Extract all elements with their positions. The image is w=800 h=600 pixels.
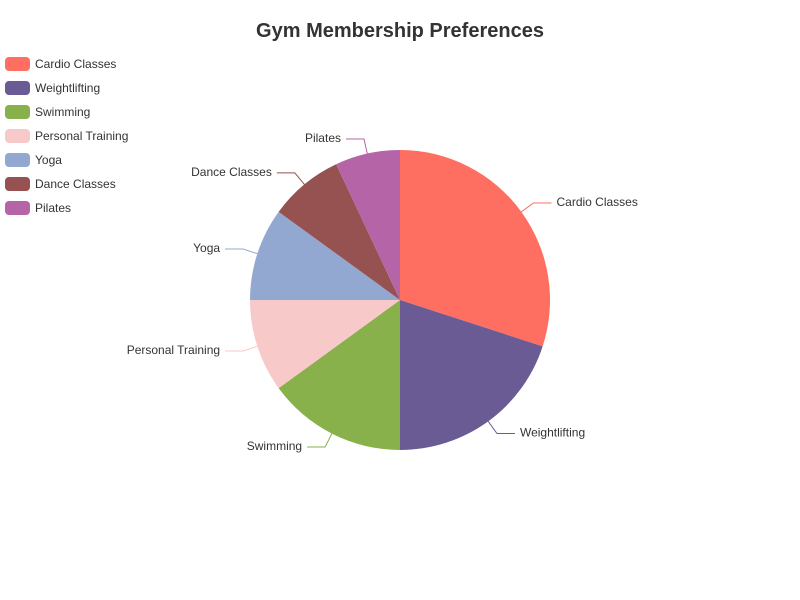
legend-label: Personal Training: [35, 129, 129, 143]
legend-swatch: [5, 129, 30, 143]
pie-labels: Cardio Classes Weightlifting Swimming Perso…: [127, 131, 638, 453]
legend-swatch: [5, 153, 30, 167]
pie-label-dance-classes: Dance Classes: [191, 165, 272, 179]
pie-slice-personal-training[interactable]: [250, 300, 400, 389]
pie-label-pilates: Pilates: [305, 131, 341, 145]
legend-label: Cardio Classes: [35, 57, 117, 71]
pie-slice-yoga[interactable]: [250, 211, 400, 300]
chart-title: Gym Membership Preferences: [256, 20, 544, 42]
pie-label-leader: [521, 202, 552, 213]
legend-swatch: [5, 81, 30, 95]
legend-label: Swimming: [35, 105, 91, 119]
pie-slice-swimming[interactable]: [278, 300, 400, 450]
pie-label-yoga: Yoga: [193, 241, 220, 255]
pie-label-weightlifting: Weightlifting: [520, 426, 585, 440]
pie-label-cardio-classes: Cardio Classes: [556, 195, 637, 209]
legend-item-dance-classes[interactable]: Dance Classes: [5, 172, 128, 196]
legend-item-pilates[interactable]: Pilates: [5, 196, 128, 220]
legend-item-swimming[interactable]: Swimming: [5, 100, 128, 124]
legend-label: Dance Classes: [35, 177, 116, 191]
legend-item-personal-training[interactable]: Personal Training: [5, 124, 128, 148]
legend-item-cardio-classes[interactable]: Cardio Classes: [5, 52, 128, 76]
pie-slice-cardio-classes[interactable]: [400, 150, 551, 347]
pie-label-leader: [225, 345, 258, 352]
legend-swatch: [5, 57, 30, 71]
pie-label-leader: [276, 172, 305, 185]
legend: Cardio Classes Weightlifting Swimming Perso…: [5, 52, 128, 220]
pie-label-leader: [307, 433, 333, 448]
pie-slice-pilates[interactable]: [336, 150, 400, 300]
legend-label: Pilates: [35, 201, 72, 215]
pie-label-leader: [487, 421, 515, 434]
legend-item-yoga[interactable]: Yoga: [5, 148, 128, 172]
legend-label: Yoga: [35, 153, 62, 167]
pie-label-leader: [225, 248, 258, 255]
pie-slice-dance-classes[interactable]: [278, 164, 400, 300]
legend-swatch: [5, 105, 30, 119]
pie-label-leader: [346, 138, 368, 154]
pie-slices: [250, 150, 551, 450]
pie-label-leaders: [225, 138, 552, 448]
legend-item-weightlifting[interactable]: Weightlifting: [5, 76, 128, 100]
pie-label-swimming: Swimming: [247, 439, 302, 453]
legend-swatch: [5, 201, 30, 215]
legend-label: Weightlifting: [35, 81, 101, 95]
pie-slice-weightlifting[interactable]: [400, 300, 543, 450]
pie-label-personal-training: Personal Training: [127, 343, 220, 357]
legend-swatch: [5, 177, 30, 191]
